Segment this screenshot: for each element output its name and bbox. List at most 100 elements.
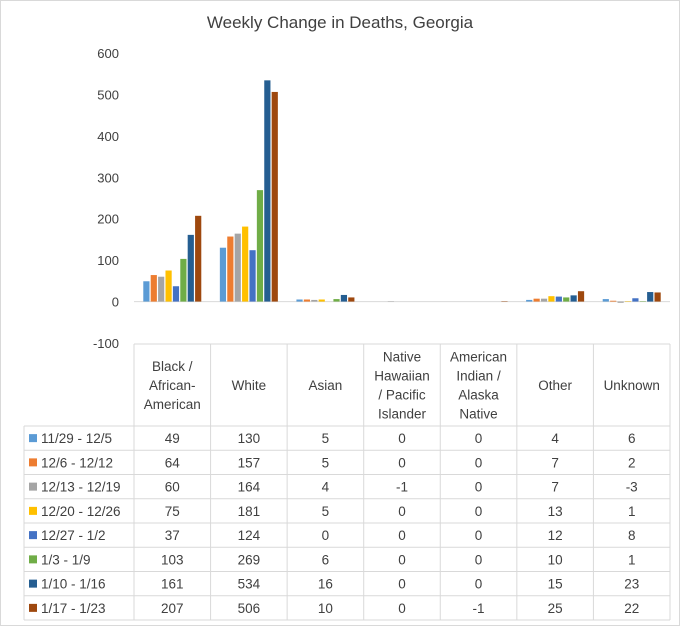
series-name: 1/10 - 1/16 [41, 577, 106, 592]
bar [242, 226, 249, 302]
data-label: 161 [161, 577, 184, 592]
bar [563, 297, 570, 302]
bar [610, 300, 617, 302]
bar [296, 299, 303, 302]
bar [180, 258, 187, 302]
legend-key [29, 458, 37, 467]
data-label: 207 [161, 601, 184, 616]
data-label: 0 [475, 455, 483, 470]
data-label: 4 [551, 431, 559, 446]
data-label: 0 [398, 577, 406, 592]
bar [348, 297, 355, 302]
legend-key [29, 531, 37, 540]
legend-key [29, 555, 37, 564]
bar [617, 301, 624, 303]
series-name: 12/6 - 12/12 [41, 455, 113, 470]
data-label: 0 [475, 552, 483, 567]
data-label: -1 [396, 480, 408, 495]
data-label: 0 [398, 601, 406, 616]
series-name: 1/3 - 1/9 [41, 552, 91, 567]
legend-key [29, 434, 37, 443]
data-label: 12 [548, 528, 563, 543]
bar [311, 299, 318, 302]
data-label: 534 [238, 577, 261, 592]
series-name: 12/20 - 12/26 [41, 504, 121, 519]
bar [172, 286, 180, 302]
category-label: Other [538, 378, 572, 393]
data-label: 13 [548, 504, 563, 519]
legend-key [29, 482, 37, 491]
bar [526, 299, 533, 302]
data-label: 181 [238, 504, 261, 519]
data-label: 506 [238, 601, 261, 616]
series-name: 12/13 - 12/19 [41, 480, 121, 495]
series-name: 11/29 - 12/5 [41, 431, 112, 446]
bar [647, 292, 654, 302]
data-label: 15 [548, 577, 563, 592]
y-axis: -100 0 100 200 300 400 500 600 [93, 46, 670, 351]
data-label: 8 [628, 528, 636, 543]
series-name: 12/27 - 1/2 [41, 528, 106, 543]
y-tick-label: -100 [93, 336, 119, 351]
data-label: 1 [628, 552, 636, 567]
y-tick-label: 600 [97, 46, 119, 61]
category-label: Unknown [604, 378, 660, 393]
data-label: 22 [624, 601, 639, 616]
y-tick-label: 0 [112, 295, 119, 310]
y-tick-label: 500 [97, 87, 119, 102]
data-label: 0 [475, 480, 483, 495]
legend-key [29, 579, 37, 588]
bar-series [143, 80, 661, 303]
legend-key [29, 506, 37, 515]
data-label: 5 [322, 431, 330, 446]
bar [577, 291, 585, 302]
category-label: Black / African-American [144, 359, 201, 412]
bar [570, 295, 577, 302]
data-label: 124 [238, 528, 261, 543]
bar [555, 296, 562, 302]
data-label: 0 [322, 528, 330, 543]
data-label: 0 [398, 528, 406, 543]
bar [540, 298, 548, 302]
bar [234, 233, 241, 302]
bar [219, 247, 227, 302]
bar [333, 299, 340, 302]
category-label: American Indian / Alaska Native [450, 350, 507, 422]
bar [264, 80, 271, 302]
bar [158, 276, 165, 302]
chart-title: Weekly Change in Deaths, Georgia [207, 13, 474, 32]
bar [654, 292, 661, 302]
data-label: 64 [165, 455, 181, 470]
data-label: 0 [475, 431, 483, 446]
data-label: 2 [628, 455, 636, 470]
data-label: 7 [551, 455, 559, 470]
data-table: Black / African-American White Asian Native H… [23, 343, 671, 621]
bar [150, 275, 157, 302]
data-label: 23 [624, 577, 639, 592]
bar [533, 298, 540, 302]
bar [271, 91, 278, 302]
bar [165, 270, 172, 302]
data-label: 164 [238, 480, 261, 495]
y-tick-label: 200 [97, 212, 119, 227]
data-label: 75 [165, 504, 180, 519]
data-label: 0 [475, 577, 483, 592]
data-label: 0 [398, 552, 406, 567]
data-label: 7 [551, 480, 559, 495]
data-label: 10 [548, 552, 563, 567]
bar [602, 299, 609, 302]
data-label: 10 [318, 601, 333, 616]
data-label: 157 [238, 455, 261, 470]
data-label: 49 [165, 431, 180, 446]
data-label: 6 [322, 552, 330, 567]
data-label: 269 [238, 552, 261, 567]
bar [187, 234, 194, 302]
bar [227, 236, 234, 302]
y-tick-label: 400 [97, 129, 119, 144]
y-tick-label: 300 [97, 170, 119, 185]
bar [195, 215, 202, 302]
data-label: 6 [628, 431, 636, 446]
bar [548, 296, 555, 302]
series-name: 1/17 - 1/23 [41, 601, 106, 616]
